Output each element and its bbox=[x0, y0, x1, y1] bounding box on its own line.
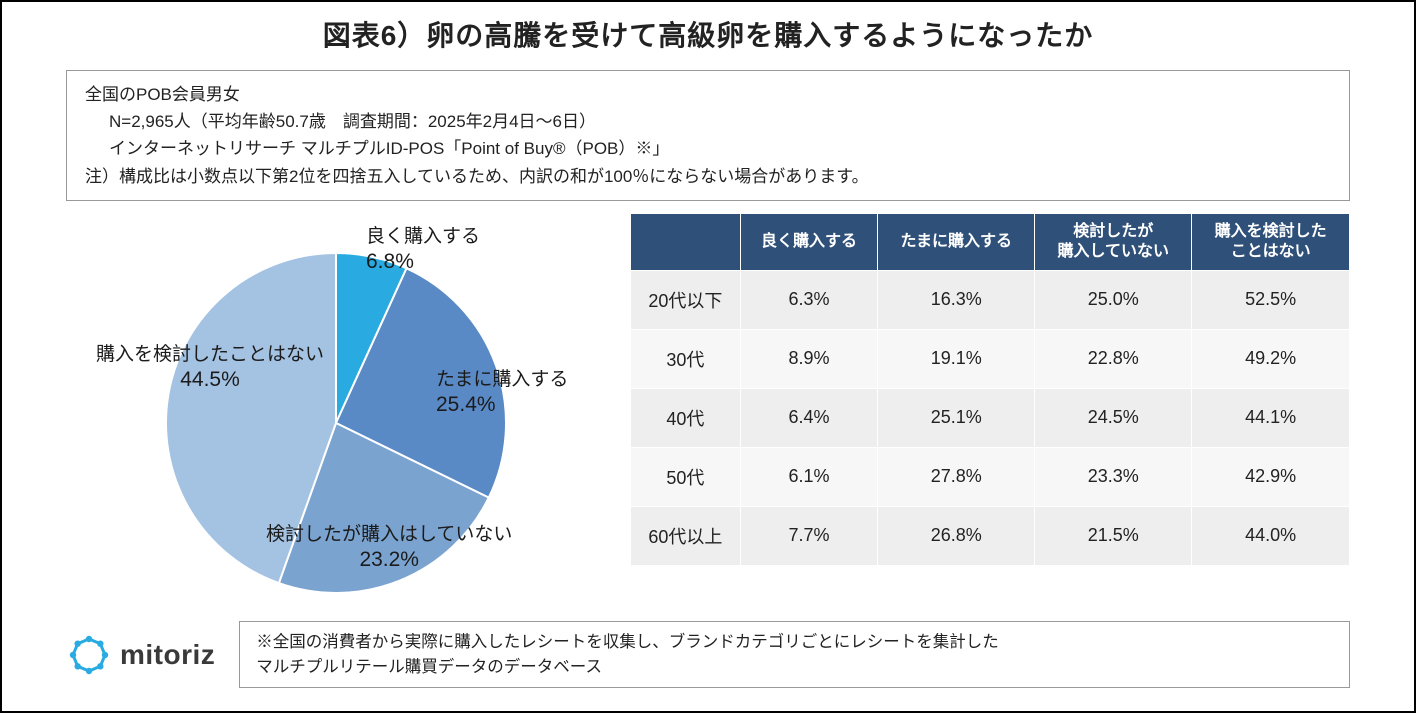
table-row: 60代以上7.7%26.8%21.5%44.0% bbox=[631, 506, 1350, 565]
table-cell: 25.0% bbox=[1035, 270, 1192, 329]
table-cell: 6.3% bbox=[740, 270, 877, 329]
row-label: 60代以上 bbox=[631, 506, 741, 565]
logo-text: mitoriz bbox=[120, 639, 215, 671]
table-header-cell: たまに購入する bbox=[878, 213, 1035, 270]
table-cell: 7.7% bbox=[740, 506, 877, 565]
table-cell: 25.1% bbox=[878, 388, 1035, 447]
table-cell: 49.2% bbox=[1192, 329, 1350, 388]
data-table: 良く購入するたまに購入する検討したが購入していない購入を検討したことはない 20… bbox=[630, 213, 1350, 566]
chart-title: 図表6）卵の高騰を受けて高級卵を購入するようになったか bbox=[26, 14, 1390, 54]
pie-label: 購入を検討したことはない44.5% bbox=[96, 343, 324, 393]
table-header-cell: 購入を検討したことはない bbox=[1192, 213, 1350, 270]
table-cell: 52.5% bbox=[1192, 270, 1350, 329]
table-cell: 6.1% bbox=[740, 447, 877, 506]
footer-note: ※全国の消費者から実際に購入したレシートを収集し、ブランドカテゴリごとにレシート… bbox=[239, 621, 1350, 689]
table-cell: 27.8% bbox=[878, 447, 1035, 506]
table-row: 40代6.4%25.1%24.5%44.1% bbox=[631, 388, 1350, 447]
note-line-4: 注）構成比は小数点以下第2位を四捨五入しているため、内訳の和が100％にならない… bbox=[85, 163, 1331, 190]
table-header-cell: 検討したが購入していない bbox=[1035, 213, 1192, 270]
pie-chart: 良く購入する6.8% たまに購入する25.4% 検討したが購入はしていない23.2%… bbox=[66, 213, 606, 613]
table-cell: 22.8% bbox=[1035, 329, 1192, 388]
table-cell: 8.9% bbox=[740, 329, 877, 388]
data-table-wrap: 良く購入するたまに購入する検討したが購入していない購入を検討したことはない 20… bbox=[630, 213, 1390, 566]
row-label: 30代 bbox=[631, 329, 741, 388]
table-cell: 44.1% bbox=[1192, 388, 1350, 447]
table-cell: 23.3% bbox=[1035, 447, 1192, 506]
table-body: 20代以下6.3%16.3%25.0%52.5%30代8.9%19.1%22.8… bbox=[631, 270, 1350, 565]
table-cell: 16.3% bbox=[878, 270, 1035, 329]
table-row: 30代8.9%19.1%22.8%49.2% bbox=[631, 329, 1350, 388]
row-label: 50代 bbox=[631, 447, 741, 506]
table-cell: 24.5% bbox=[1035, 388, 1192, 447]
table-header-cell: 良く購入する bbox=[740, 213, 877, 270]
table-cell: 19.1% bbox=[878, 329, 1035, 388]
note-line-2: N=2,965人（平均年齢50.7歳 調査期間：2025年2月4日〜6日） bbox=[85, 108, 1331, 135]
table-cell: 21.5% bbox=[1035, 506, 1192, 565]
pie-label: たまに購入する25.4% bbox=[436, 368, 568, 418]
pie-label: 検討したが購入はしていない23.2% bbox=[266, 523, 512, 573]
survey-note-box: 全国のPOB会員男女 N=2,965人（平均年齢50.7歳 調査期間：2025年… bbox=[66, 70, 1350, 201]
table-cell: 44.0% bbox=[1192, 506, 1350, 565]
note-line-1: 全国のPOB会員男女 bbox=[85, 81, 1331, 108]
mitoriz-logo: mitoriz bbox=[66, 632, 215, 678]
table-cell: 26.8% bbox=[878, 506, 1035, 565]
table-cell: 42.9% bbox=[1192, 447, 1350, 506]
pie-label: 良く購入する6.8% bbox=[366, 225, 480, 275]
note-line-3: インターネットリサーチ マルチプルID-POS「Point of Buy®（PO… bbox=[85, 135, 1331, 162]
table-header-row: 良く購入するたまに購入する検討したが購入していない購入を検討したことはない bbox=[631, 213, 1350, 270]
table-cell: 6.4% bbox=[740, 388, 877, 447]
table-row: 20代以下6.3%16.3%25.0%52.5% bbox=[631, 270, 1350, 329]
table-row: 50代6.1%27.8%23.3%42.9% bbox=[631, 447, 1350, 506]
logo-icon bbox=[66, 632, 112, 678]
row-label: 20代以下 bbox=[631, 270, 741, 329]
table-header-cell bbox=[631, 213, 741, 270]
row-label: 40代 bbox=[631, 388, 741, 447]
